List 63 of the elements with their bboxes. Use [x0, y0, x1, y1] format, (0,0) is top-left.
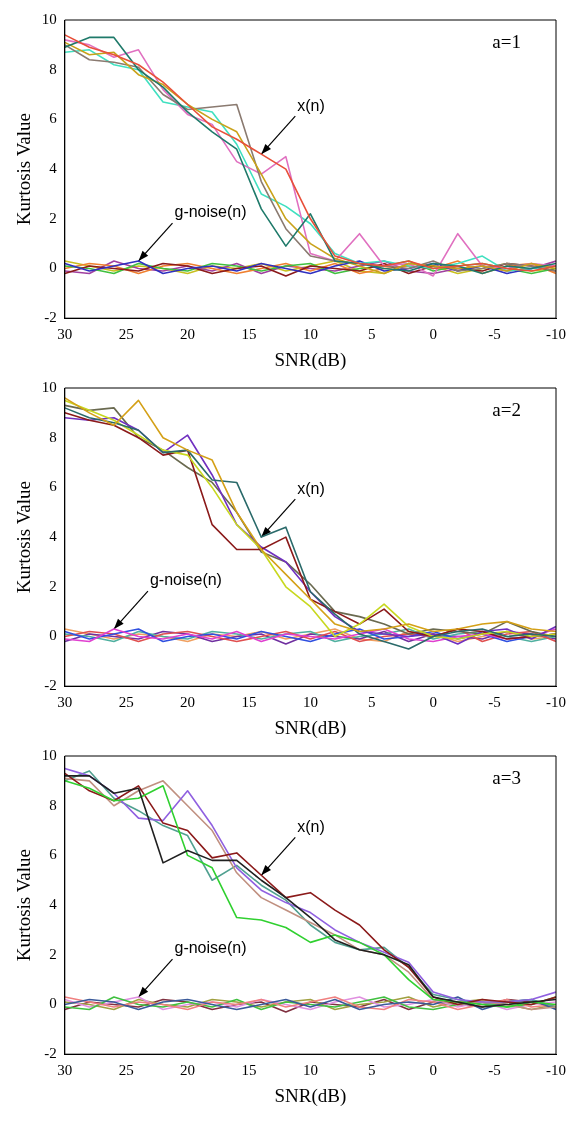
x-tick-label: 30	[57, 1062, 73, 1079]
text: a=2	[492, 399, 521, 421]
x-axis-title: SNR(dB)	[274, 1084, 347, 1107]
x-tick-label: 20	[180, 326, 196, 343]
y-tick-label: 0	[49, 627, 57, 644]
x-tick-label: 20	[180, 694, 196, 711]
x-tick-label: 0	[429, 694, 437, 711]
annotation: x(n)	[297, 96, 325, 114]
x-tick-label: 10	[302, 1062, 318, 1079]
x-tick-label: 30	[57, 694, 73, 711]
x-tick-label: -5	[488, 694, 501, 711]
x-tick-label: -10	[546, 694, 566, 711]
x-tick-label: 10	[302, 694, 318, 711]
y-tick-label: 10	[41, 746, 57, 763]
x-tick-label: 15	[241, 1062, 257, 1079]
x-tick-label: -5	[488, 1062, 501, 1079]
x-tick-label: -5	[488, 326, 501, 343]
y-axis-title: Kurtosis Value	[13, 849, 35, 962]
x-tick-label: 15	[241, 694, 257, 711]
x-axis-title: SNR(dB)	[274, 716, 347, 739]
y-tick-label: 0	[49, 995, 57, 1012]
y-tick-label: 10	[41, 10, 57, 27]
x-tick-label: 0	[429, 1062, 437, 1079]
x-tick-label: 5	[368, 694, 376, 711]
x-tick-label: 25	[118, 1062, 134, 1079]
y-tick-label: 8	[49, 60, 57, 77]
y-tick-label: 6	[49, 478, 58, 495]
x-axis-title: SNR(dB)	[274, 348, 347, 371]
x-tick-label: 5	[368, 326, 376, 343]
y-tick-label: 6	[49, 846, 58, 863]
y-tick-label: 10	[41, 378, 57, 395]
y-axis-title: Kurtosis Value	[13, 113, 35, 226]
text: a=1	[492, 31, 521, 53]
x-tick-label: 10	[302, 326, 318, 343]
x-tick-label: -10	[546, 326, 566, 343]
x-tick-label: 30	[57, 326, 73, 343]
y-tick-label: 6	[49, 110, 58, 127]
x-tick-label: -10	[546, 1062, 566, 1079]
x-tick-label: 0	[429, 326, 437, 343]
annotation: x(n)	[297, 479, 325, 497]
x-tick-label: 5	[368, 1062, 376, 1079]
y-tick-label: -2	[44, 1045, 57, 1062]
y-tick-label: 2	[49, 577, 57, 594]
y-tick-label: 8	[49, 428, 57, 445]
text: a=3	[492, 767, 521, 789]
annotation: g-noise(n)	[149, 571, 222, 589]
y-tick-label: 4	[49, 160, 58, 177]
y-axis-title: Kurtosis Value	[13, 481, 35, 594]
y-tick-label: 2	[49, 209, 57, 226]
x-tick-label: 25	[118, 694, 134, 711]
y-tick-label: 4	[49, 528, 58, 545]
x-tick-label: 25	[118, 326, 134, 343]
annotation: g-noise(n)	[174, 203, 247, 221]
y-tick-label: -2	[44, 677, 57, 694]
y-tick-label: 0	[49, 259, 57, 276]
y-tick-label: -2	[44, 309, 57, 326]
y-tick-label: 2	[49, 945, 57, 962]
x-tick-label: 20	[180, 1062, 196, 1079]
annotation: x(n)	[297, 817, 325, 835]
y-tick-label: 4	[49, 896, 58, 913]
x-tick-label: 15	[241, 326, 257, 343]
annotation: g-noise(n)	[174, 939, 247, 957]
y-tick-label: 8	[49, 796, 57, 813]
